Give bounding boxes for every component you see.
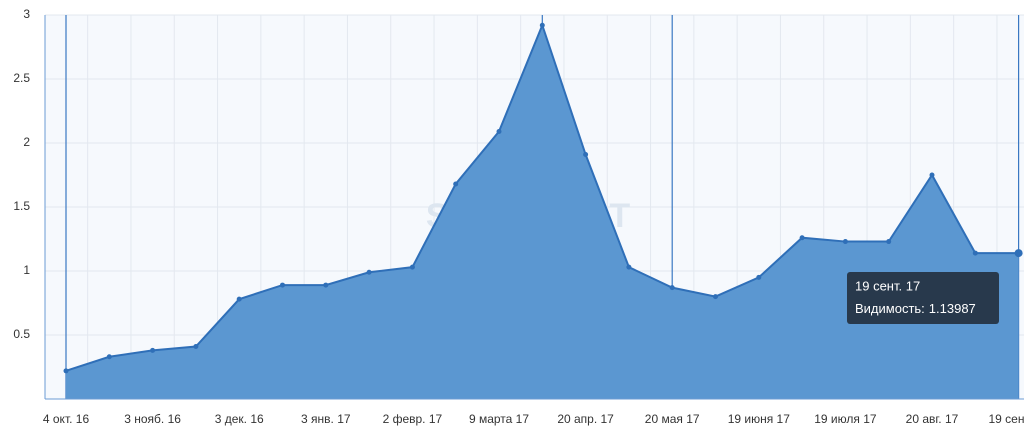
point xyxy=(539,22,545,28)
x-tick-label: 19 июля 17 xyxy=(814,412,877,426)
point xyxy=(453,181,459,187)
area xyxy=(66,25,1019,400)
point xyxy=(583,152,589,158)
x-tick-label: 4 окт. 16 xyxy=(43,412,90,426)
y-tick-label: 1.5 xyxy=(13,199,30,213)
tooltip-title: 19 сент. 17 xyxy=(855,278,920,293)
x-tick-label: 3 нояб. 16 xyxy=(124,412,181,426)
tooltip-label: Видимость: xyxy=(855,301,925,316)
point xyxy=(193,344,199,350)
point xyxy=(236,296,242,302)
y-tick-label: 0.5 xyxy=(13,327,30,341)
tooltip-box xyxy=(847,272,999,324)
point xyxy=(842,239,848,245)
x-tick-label: 2 февр. 17 xyxy=(383,412,443,426)
point xyxy=(63,368,69,374)
x-tick-label: 20 авг. 17 xyxy=(906,412,959,426)
tooltip-value: Видимость: 1.13987 xyxy=(855,301,976,316)
point xyxy=(1014,249,1023,258)
point xyxy=(756,274,762,280)
point xyxy=(366,269,372,275)
point xyxy=(323,282,329,288)
point xyxy=(280,282,285,288)
point xyxy=(929,172,935,178)
x-tick-label: 19 июня 17 xyxy=(728,412,791,426)
point xyxy=(799,235,805,241)
point xyxy=(972,250,978,256)
x-tick-label: 20 мая 17 xyxy=(645,412,700,426)
y-tick-label: 3 xyxy=(23,7,30,21)
point xyxy=(713,294,718,300)
y-tick-label: 2 xyxy=(23,135,30,149)
point xyxy=(626,264,632,270)
y-tick-label: 2.5 xyxy=(13,71,30,85)
x-tick-label: 3 янв. 17 xyxy=(301,412,351,426)
point xyxy=(669,285,675,291)
point xyxy=(496,128,502,134)
y-tick-label: 1 xyxy=(23,263,30,277)
point xyxy=(150,347,156,353)
x-tick-label: 19 сент. 17 xyxy=(989,412,1024,426)
point xyxy=(106,354,112,360)
tooltip-number: 1.13987 xyxy=(929,301,976,316)
point xyxy=(886,239,892,245)
x-tick-label: 3 дек. 16 xyxy=(215,412,264,426)
x-tick-label: 9 марта 17 xyxy=(469,412,529,426)
point xyxy=(409,264,415,270)
x-tick-label: 20 апр. 17 xyxy=(557,412,614,426)
